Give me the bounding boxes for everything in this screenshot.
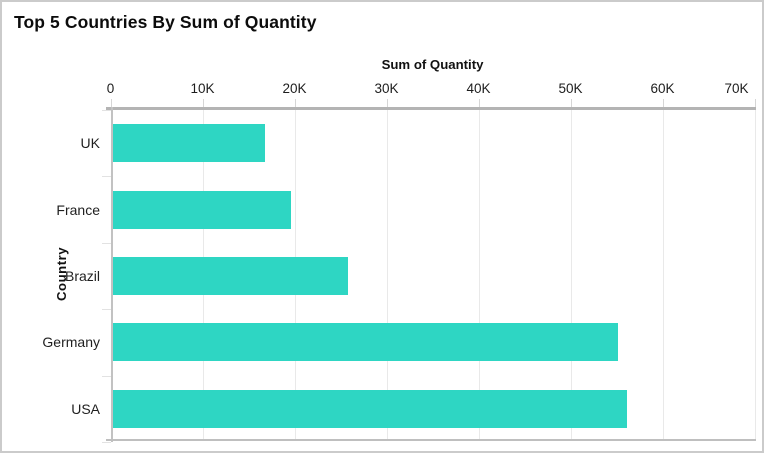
y-axis-tick bbox=[102, 375, 111, 377]
x-tick-mark-0 bbox=[110, 99, 112, 107]
x-tick-label-30k: 30K bbox=[374, 81, 399, 96]
chart-title: Top 5 Countries By Sum of Quantity bbox=[14, 12, 317, 32]
x-tick-mark-30k bbox=[386, 99, 388, 107]
y-axis-label-france: France bbox=[56, 201, 100, 218]
x-tick-mark-70k bbox=[754, 99, 756, 107]
gridline-60k bbox=[662, 110, 664, 440]
y-axis-tick bbox=[102, 442, 111, 443]
x-tick-mark-60k bbox=[662, 99, 664, 107]
x-tick-label-10k: 10K bbox=[190, 81, 215, 96]
y-axis-label-brazil: Brazil bbox=[64, 268, 100, 284]
x-tick-label-40k: 40K bbox=[466, 81, 491, 96]
x-tick-mark-50k bbox=[570, 99, 572, 107]
x-tick-mark-10k bbox=[202, 99, 204, 107]
bar-germany[interactable] bbox=[112, 323, 618, 362]
gridline-70k bbox=[754, 110, 756, 440]
x-tick-mark-20k bbox=[294, 99, 296, 107]
y-axis-tick bbox=[102, 110, 111, 111]
y-axis-tick bbox=[102, 309, 111, 311]
bar-uk[interactable] bbox=[112, 124, 265, 163]
y-axis-tick bbox=[102, 242, 111, 244]
x-tick-label-50k: 50K bbox=[558, 81, 583, 96]
x-tick-label-70k: 70K bbox=[724, 81, 749, 96]
x-tick-mark-40k bbox=[478, 99, 480, 107]
y-axis-label-usa: USA bbox=[71, 400, 100, 417]
x-tick-label-60k: 60K bbox=[650, 81, 675, 96]
bar-brazil[interactable] bbox=[112, 257, 349, 295]
gridline-50k bbox=[570, 110, 572, 440]
y-axis-label-germany: Germany bbox=[42, 334, 100, 351]
x-axis-title: Sum of Quantity bbox=[381, 57, 484, 72]
x-axis-line bbox=[106, 107, 756, 110]
x-tick-label-0: 0 bbox=[106, 81, 115, 96]
plot-bottom-border bbox=[106, 439, 756, 441]
y-axis-label-uk: UK bbox=[80, 135, 100, 152]
bar-france[interactable] bbox=[112, 190, 292, 229]
y-axis-tick bbox=[102, 176, 111, 178]
x-tick-label-20k: 20K bbox=[282, 81, 307, 96]
gridline-30k bbox=[386, 110, 388, 440]
bar-usa[interactable] bbox=[112, 389, 628, 428]
gridline-40k bbox=[478, 110, 480, 440]
y-axis-line bbox=[111, 107, 113, 442]
